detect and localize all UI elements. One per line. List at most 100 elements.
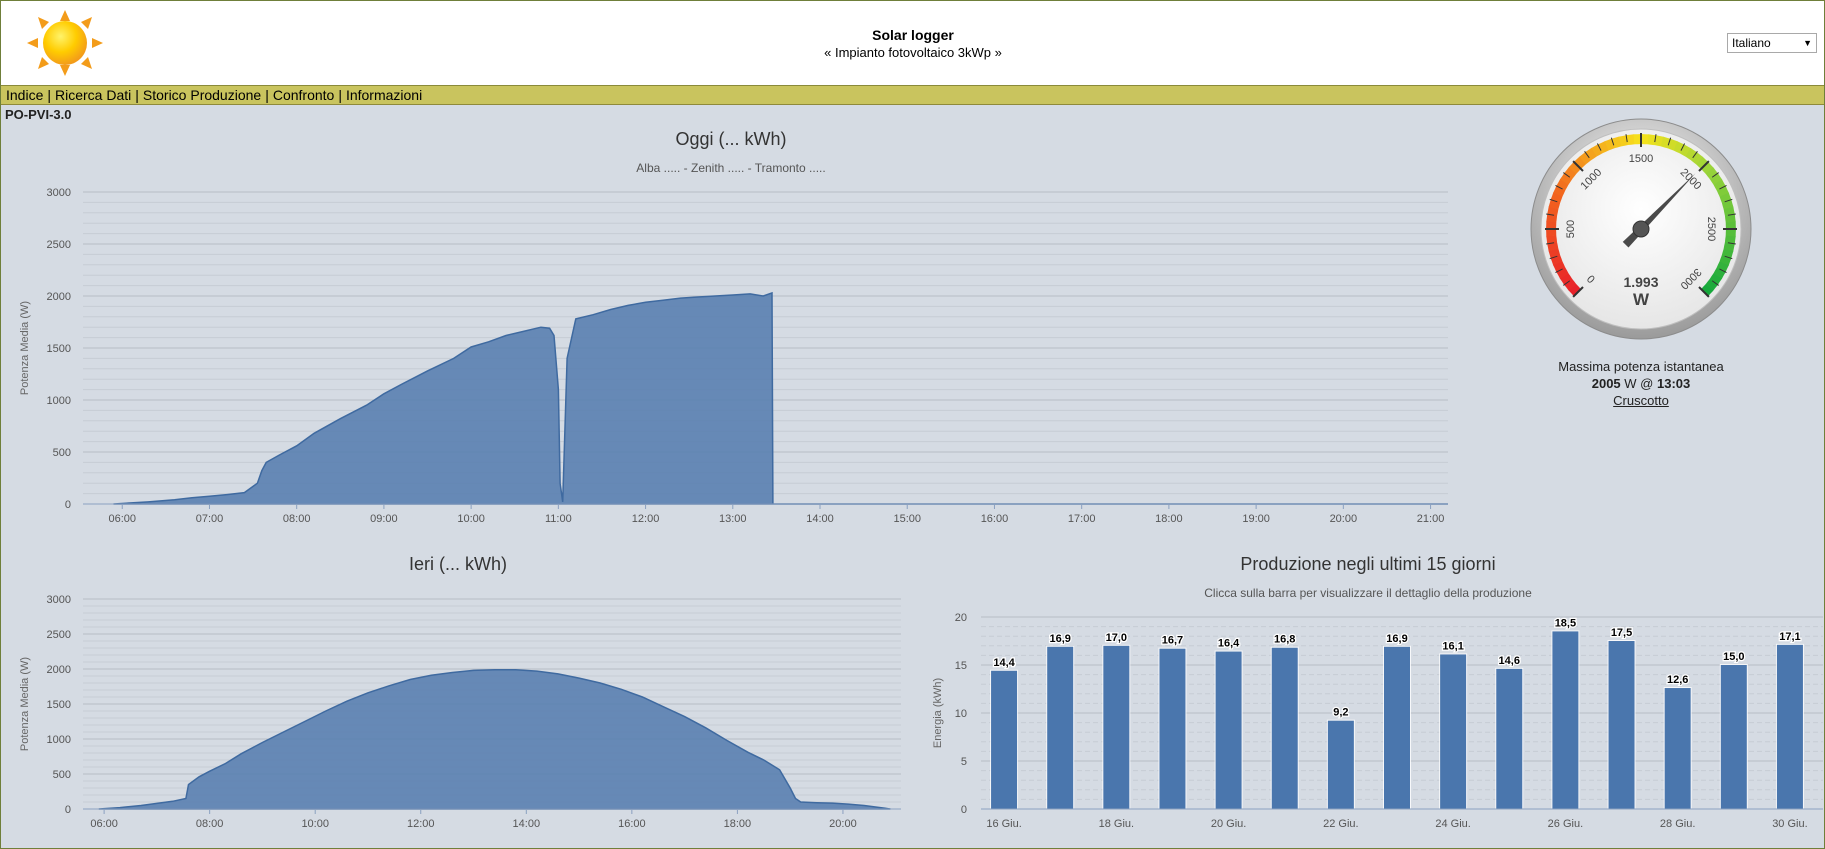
bar-value-label: 16,7 [1162, 635, 1183, 647]
gauge-band-segment [1673, 141, 1685, 154]
gauge-band-segment [1564, 167, 1577, 180]
max-power-line: 2005 W @ 13:03 [1531, 375, 1751, 392]
y-tick-label: 15 [955, 660, 967, 672]
gauge-band-segment [1700, 284, 1714, 297]
gauge-tick-label: 500 [1565, 220, 1577, 238]
language-select[interactable]: Italiano ▼ [1727, 33, 1817, 53]
menu-item-storico-produzione[interactable]: Storico Produzione [142, 87, 262, 103]
gauge-band-segment [1696, 156, 1709, 170]
gauge-minor-tick [1546, 242, 1555, 245]
area-series [113, 291, 1448, 505]
gauge-minor-tick [1555, 184, 1563, 190]
max-power-value: 2005 [1591, 376, 1621, 391]
gauge-minor-tick [1625, 134, 1628, 143]
x-tick-label: 17:00 [1068, 513, 1096, 525]
gauge-value: 1.993 [1623, 274, 1658, 290]
chart-title: Produzione negli ultimi 15 giorni [1240, 554, 1495, 574]
gauge-band-segment [1633, 134, 1642, 145]
menu-separator: | [47, 87, 51, 103]
x-tick-label: 24 Giu. [1435, 818, 1470, 830]
gauge-band-segment [1654, 135, 1664, 147]
bar-25-giu- [1496, 668, 1523, 809]
gauge-minor-tick [1549, 255, 1558, 260]
gauge-band-segment [1626, 134, 1635, 146]
gauge-band-segment [1563, 278, 1577, 291]
y-tick-label: 2500 [47, 239, 71, 251]
gauge-band-segment [1679, 144, 1691, 157]
gauge-band-segment [1705, 167, 1719, 180]
gauge-band-segment [1548, 248, 1561, 259]
gauge-tick-label: 1500 [1629, 153, 1653, 165]
y-tick-label: 0 [961, 804, 967, 816]
gauge-band-segment [1585, 147, 1597, 161]
y-tick-label: 1000 [47, 395, 71, 407]
gauge-band-segment [1724, 235, 1736, 245]
gauge-band-segment [1713, 179, 1726, 191]
menu-item-ricerca-dati[interactable]: Ricerca Dati [55, 87, 132, 103]
gauge-band-segment [1709, 173, 1723, 185]
chart-title: Oggi (... kWh) [675, 129, 786, 149]
menu-item-confronto[interactable]: Confronto [272, 87, 335, 103]
gauge-minor-tick [1680, 143, 1686, 151]
gauge-color-band [1546, 134, 1736, 297]
gauge-minor-tick [1724, 255, 1733, 260]
x-tick-label: 18 Giu. [1099, 818, 1134, 830]
max-power-label: Massima potenza istantanea [1558, 359, 1724, 374]
gauge-minor-tick [1555, 268, 1563, 274]
x-tick-label: 12:00 [407, 818, 435, 830]
gauge-unit: W [1633, 290, 1650, 309]
x-tick-label: 06:00 [90, 818, 118, 830]
gauge-band-segment [1725, 221, 1736, 230]
chart-title: Ieri (... kWh) [409, 554, 507, 574]
bar-value-label: 16,9 [1386, 633, 1407, 645]
gauge-minor-tick [1724, 198, 1733, 203]
gauge-minor-tick [1546, 213, 1555, 216]
bar-30-giu- [1776, 644, 1803, 809]
x-tick-label: 16:00 [981, 513, 1009, 525]
gauge-minor-tick [1584, 151, 1590, 159]
y-tick-label: 1500 [47, 699, 71, 711]
max-power-info: Massima potenza istantanea 2005 W @ 13:0… [1531, 358, 1751, 409]
device-label: PO-PVI-3.0 [5, 107, 72, 122]
bar-value-label: 14,4 [993, 657, 1015, 669]
y-tick-label: 2500 [47, 629, 71, 641]
x-tick-label: 08:00 [283, 513, 311, 525]
gauge-band-segment [1690, 152, 1703, 165]
bar-value-label: 9,2 [1333, 707, 1348, 719]
gauge-band-segment [1559, 273, 1573, 285]
gauge-band-segment [1723, 206, 1735, 217]
dashboard-link[interactable]: Cruscotto [1613, 393, 1669, 408]
x-tick-label: 20 Giu. [1211, 818, 1246, 830]
x-tick-label: 07:00 [196, 513, 224, 525]
gauge-minor-tick [1719, 184, 1727, 190]
gauge-band-segment [1591, 144, 1603, 157]
menu-item-indice[interactable]: Indice [6, 87, 44, 103]
bar-24-giu- [1440, 654, 1467, 809]
title-block: Solar logger « Impianto fotovoltaico 3kW… [701, 27, 1125, 61]
bar-value-label: 16,1 [1442, 640, 1463, 652]
y-tick-label: 2000 [47, 664, 71, 676]
bar-22-giu- [1327, 720, 1354, 809]
x-tick-label: 16:00 [618, 818, 646, 830]
gauge-band-segment [1546, 228, 1557, 237]
gauge-band-segment [1723, 242, 1735, 252]
x-tick-label: 10:00 [457, 513, 485, 525]
y-tick-label: 10 [955, 708, 967, 720]
x-tick-label: 20:00 [1330, 513, 1358, 525]
gauge-band-segment [1559, 172, 1573, 185]
gauge-minor-tick [1719, 268, 1727, 274]
bar-value-label: 18,5 [1555, 617, 1576, 629]
x-tick-label: 22 Giu. [1323, 818, 1358, 830]
gauge-band-segment [1647, 134, 1657, 146]
chart-subtitle: Alba ..... - Zenith ..... - Tramonto ...… [636, 161, 825, 175]
header: Solar logger « Impianto fotovoltaico 3kW… [1, 1, 1824, 86]
menu-item-informazioni[interactable]: Informazioni [345, 87, 423, 103]
x-tick-label: 20:00 [829, 818, 857, 830]
gauge-band-segment [1546, 221, 1557, 229]
y-tick-label: 5 [961, 756, 967, 768]
y-axis-label: Potenza Media (W) [19, 657, 31, 751]
gauge-major-tick [1698, 160, 1710, 172]
bar-21-giu- [1271, 647, 1298, 809]
y-axis-label: Energia (kWh) [932, 678, 944, 748]
